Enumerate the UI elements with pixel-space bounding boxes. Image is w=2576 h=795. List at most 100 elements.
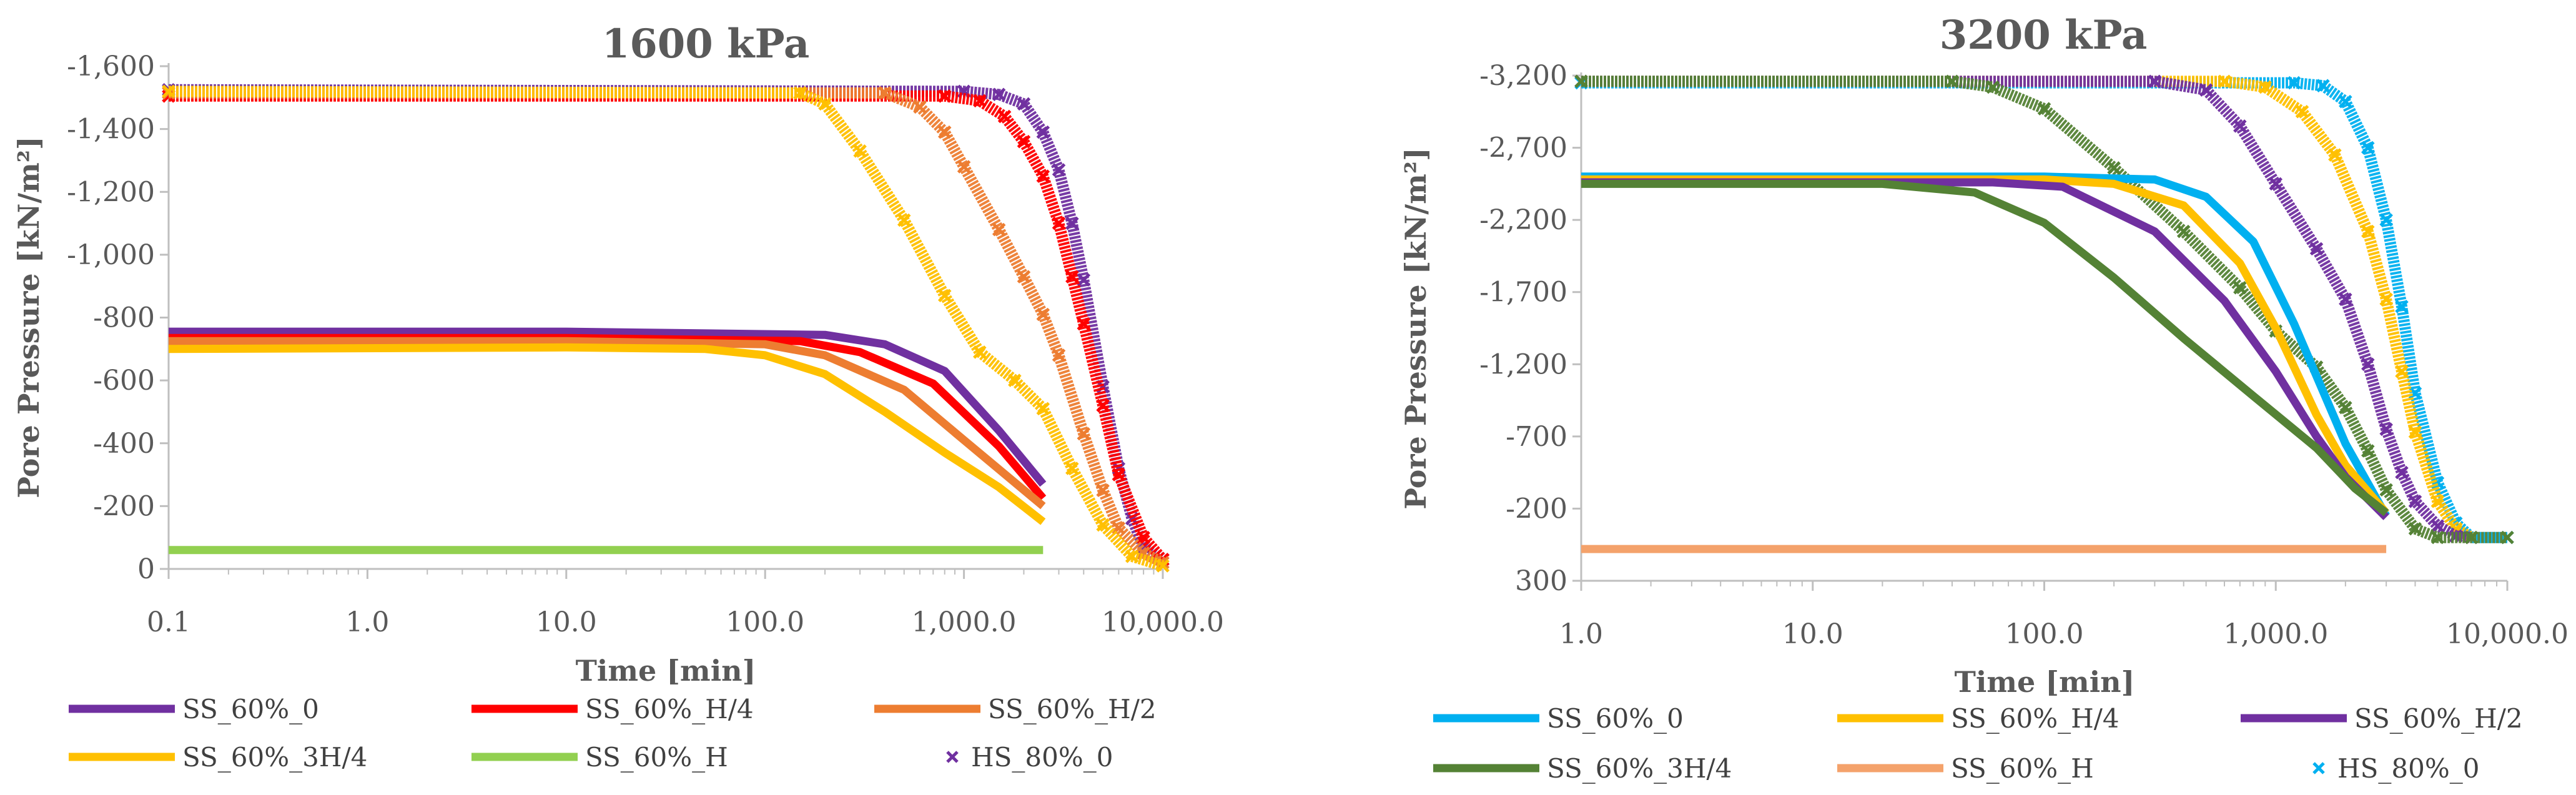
series-line [168, 343, 1046, 525]
legend-item-ss-60-h: SS_60%_H [471, 742, 728, 773]
series-ss-60-0 [169, 327, 1047, 487]
data-point-marker [2361, 141, 2375, 155]
data-point-marker [1077, 427, 1091, 441]
data-point-marker [2233, 119, 2247, 133]
data-point-marker [2339, 400, 2352, 415]
x-tick-label: 10,000.0 [1102, 606, 1224, 638]
x-tick-label: 1.0 [345, 606, 389, 638]
series-hs-80-0-3h-4 [162, 84, 1170, 573]
x-axis-label: Time [min] [1955, 665, 2135, 699]
legend-item-ss-60-3h-4: SS_60%_3H/4 [69, 742, 367, 773]
x-tick-label: 0.1 [147, 606, 190, 638]
data-point-marker [2361, 357, 2375, 372]
legend-label: SS_60%_H [585, 742, 728, 773]
legend: SS_60%_0 SS_60%_H/4 SS_60%_H/2 SS_60%_3H/4 S… [1433, 703, 2523, 784]
legend-item-hs-80-0: HS_80%_0 [2312, 753, 2479, 784]
legend-label: SS_60%_3H/4 [1547, 753, 1732, 784]
x-tick-label: 1.0 [1559, 618, 1603, 650]
data-point-marker [2316, 79, 2330, 92]
data-point-marker [2339, 292, 2352, 307]
series-marker-band [169, 87, 1165, 568]
data-point-marker [2395, 300, 2409, 314]
data-point-marker [2379, 213, 2393, 227]
y-tick-label: -1,000 [67, 239, 155, 271]
data-point-marker [1574, 74, 1588, 89]
legend-swatch [2312, 762, 2325, 774]
legend-item-ss-60-h-4: SS_60%_H/4 [1837, 703, 2120, 734]
data-point-marker [2269, 177, 2283, 191]
data-point-marker [1986, 80, 2000, 94]
data-point-marker [2295, 105, 2309, 119]
x-tick-label: 1,000.0 [912, 606, 1017, 638]
legend-label: SS_60%_0 [1547, 703, 1684, 734]
legend-item-ss-60-3h-4: SS_60%_3H/4 [1433, 753, 1732, 784]
series-line [169, 327, 1047, 487]
y-tick-label: 300 [1515, 565, 1567, 597]
data-point-marker [1052, 348, 1066, 362]
data-point-marker [1112, 468, 1126, 481]
data-point-marker [2361, 224, 2375, 239]
series-marker-band [1581, 76, 2472, 543]
data-point-marker [2199, 83, 2213, 97]
x-axis-label: Time [min] [576, 654, 756, 688]
data-point-marker [1036, 169, 1050, 183]
data-point-marker [2037, 102, 2051, 116]
legend-label: SS_60%_H/2 [2354, 703, 2523, 734]
data-point-marker [1077, 273, 1091, 287]
series-ss-60-h-4 [169, 333, 1047, 501]
legend-label: SS_60%_3H/4 [182, 742, 367, 773]
legend-swatch [946, 751, 959, 763]
y-axis-label: Pore Pressure [kN/m²] [1399, 147, 1433, 509]
data-point-marker [2408, 522, 2422, 536]
legend-label: HS_80%_0 [971, 742, 1113, 773]
y-tick-label: -700 [1506, 421, 1567, 453]
chart-title: 1600 kPa [602, 21, 810, 67]
data-point-marker [992, 87, 1006, 102]
legend: SS_60%_0 SS_60%_H/4 SS_60%_H/2 SS_60%_3H/4 S… [69, 694, 1157, 773]
data-point-marker [853, 144, 867, 158]
data-point-marker [2408, 386, 2422, 400]
y-tick-label: -2,700 [1479, 132, 1567, 164]
data-point-marker [1065, 270, 1079, 284]
data-point-marker [2287, 76, 2301, 90]
legend-item-ss-60-0: SS_60%_0 [1433, 703, 1684, 734]
series-marker-band [1581, 77, 2507, 543]
data-point-marker [937, 89, 952, 103]
series-marker-band [1581, 76, 2507, 543]
chart-1600kpa: 1600 kPa -1,600 -1,400 -1,200 -1,000 -800 -600… [12, 21, 1224, 773]
legend-item-ss-60-h-2: SS_60%_H/2 [874, 694, 1157, 724]
data-point-marker [913, 100, 927, 114]
data-point-marker [1096, 398, 1110, 413]
series-line [1581, 172, 2390, 518]
x-tick-label: 1,000.0 [2223, 618, 2328, 650]
legend-item-ss-60-h-2: SS_60%_H/2 [2241, 703, 2523, 734]
y-tick-label: -600 [93, 365, 155, 397]
data-point-marker [2176, 224, 2191, 239]
y-tick-label: -1,400 [67, 114, 155, 146]
data-point-marker [2107, 161, 2121, 175]
data-point-marker [973, 345, 987, 359]
data-point-marker [1052, 163, 1066, 177]
x-tick-label: 10.0 [1782, 618, 1843, 650]
y-tick-label: -200 [1506, 493, 1567, 525]
data-point-marker [2395, 465, 2409, 480]
y-tick-label: -1,700 [1479, 277, 1567, 309]
data-point-marker [997, 109, 1012, 124]
series-line [1581, 175, 2390, 516]
legend-item-ss-60-h-4: SS_60%_H/4 [471, 694, 754, 724]
data-point-marker [2408, 495, 2422, 508]
y-tick-label: -2,200 [1479, 204, 1567, 236]
data-point-marker [793, 86, 807, 100]
data-point-marker [1065, 462, 1079, 475]
data-point-marker [2218, 74, 2231, 89]
chart-title: 3200 kPa [1940, 12, 2148, 59]
series-hs-80-0 [162, 82, 1170, 566]
y-tick-label: -200 [93, 490, 155, 522]
data-point-marker [2148, 74, 2162, 89]
series-hs-80-0-h-4 [1574, 74, 2479, 545]
data-point-marker [973, 94, 987, 108]
y-tick-label: -1,600 [67, 51, 155, 82]
series-ss-60-h-2 [1581, 178, 2389, 520]
data-point-marker [1096, 483, 1110, 497]
